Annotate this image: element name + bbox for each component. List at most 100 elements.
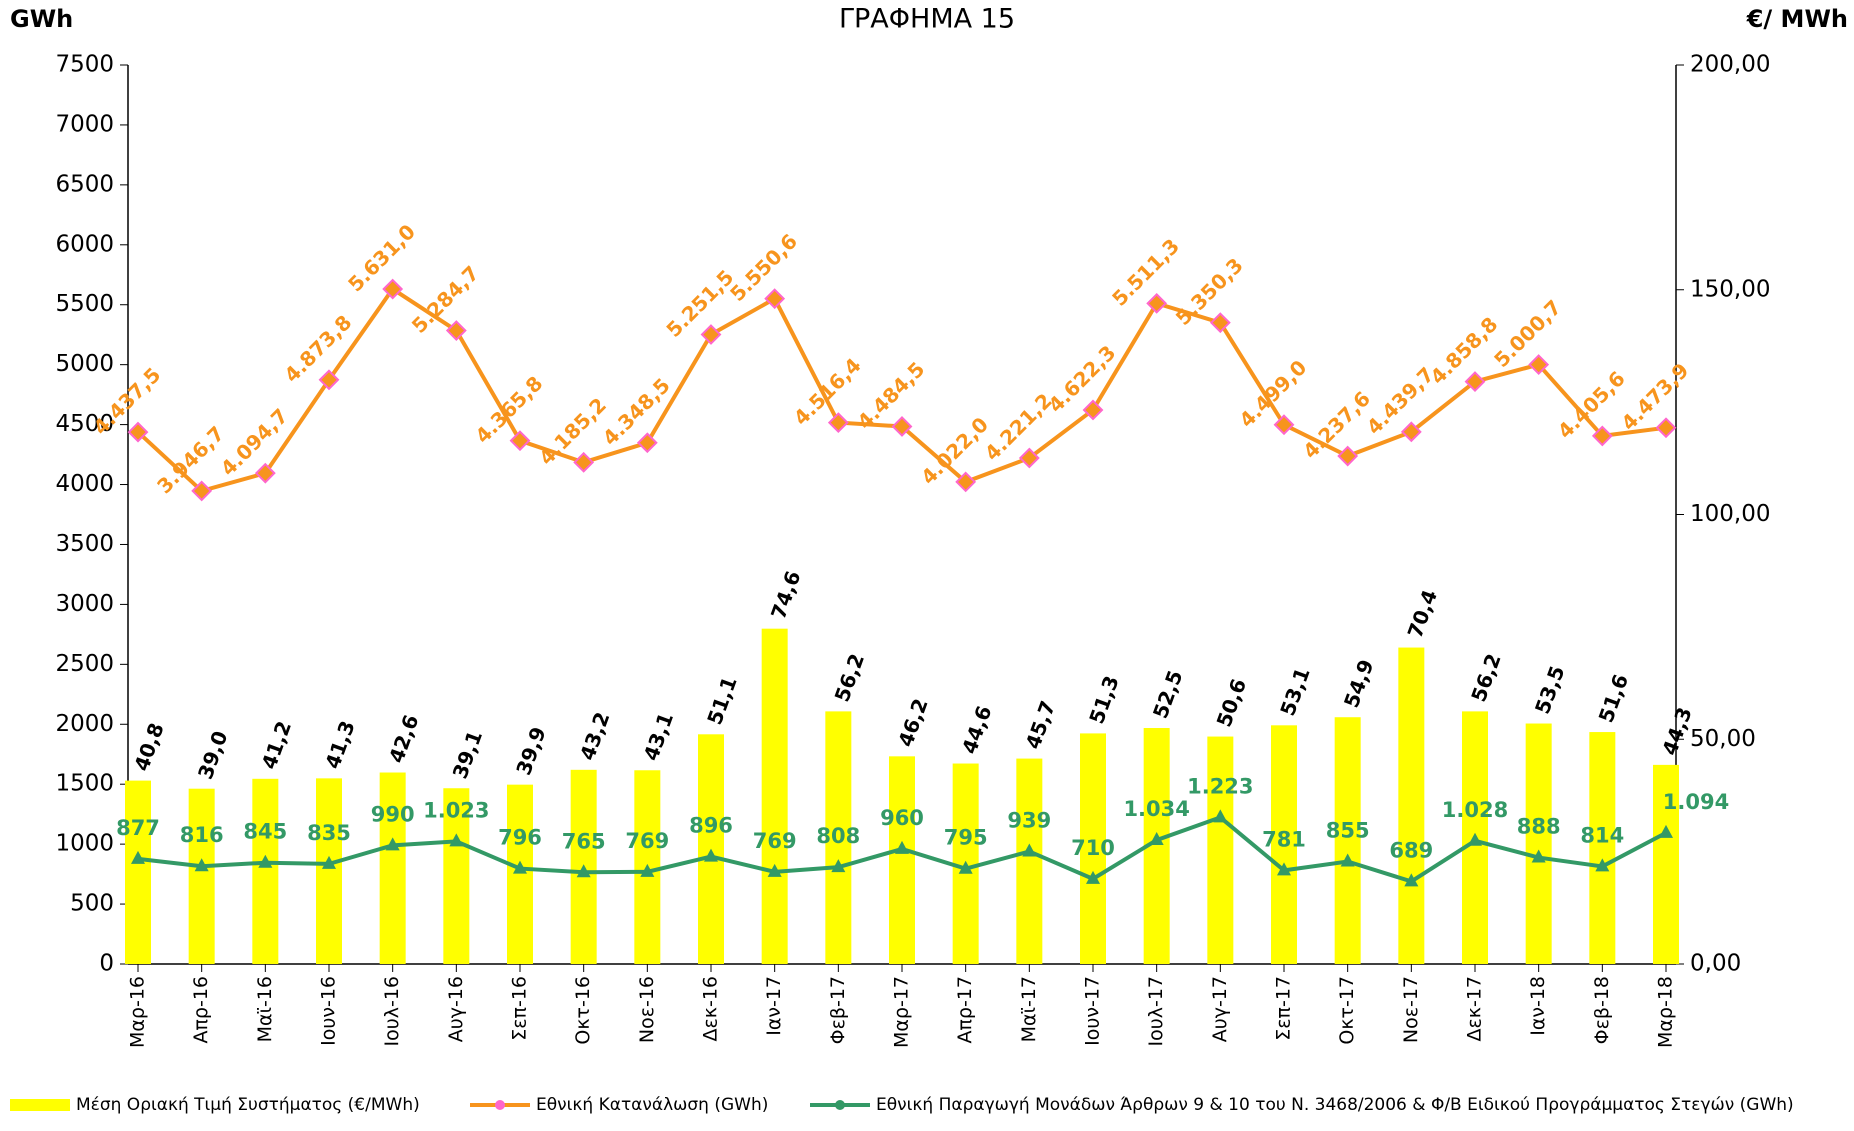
x-tick-label: Νοε-17 <box>1400 976 1422 1043</box>
legend-label: Εθνική Παραγωγή Μονάδων Άρθρων 9 & 10 το… <box>876 1095 1794 1115</box>
x-tick-label: Απρ-17 <box>954 976 976 1044</box>
marker <box>573 451 595 473</box>
marker <box>191 480 213 502</box>
y-tick-label: 2500 <box>55 651 114 677</box>
marker <box>322 855 336 869</box>
y-tick-label: 6000 <box>55 231 114 257</box>
marker <box>509 430 531 452</box>
marker <box>258 854 273 868</box>
point-value-label: 710 <box>1071 836 1115 860</box>
marker <box>513 860 527 874</box>
point-value-label: 796 <box>498 826 542 850</box>
x-tick-label: Φεβ-18 <box>1591 976 1613 1044</box>
marker <box>1531 849 1546 863</box>
marker <box>895 840 909 854</box>
x-tick-label: Αυγ-16 <box>445 976 467 1042</box>
marker <box>1337 445 1359 467</box>
x-tick-label: Ιουλ-17 <box>1145 976 1167 1047</box>
marker <box>385 837 400 851</box>
y2-axis-label: €/ MWh <box>1746 5 1848 33</box>
legend-label: Εθνική Κατανάλωση (GWh) <box>536 1095 768 1115</box>
y-tick-label: 7000 <box>55 111 114 137</box>
marker <box>382 278 404 300</box>
bar <box>316 778 342 964</box>
y-tick-label: 7500 <box>55 52 114 78</box>
bar <box>825 711 852 964</box>
marker <box>1340 853 1355 867</box>
y-tick-label: 5500 <box>55 291 114 317</box>
y-tick-label: 3000 <box>55 591 114 617</box>
marker <box>1659 824 1673 838</box>
marker <box>1022 843 1037 857</box>
marker <box>318 369 340 391</box>
x-tick-label: Μαρ-17 <box>891 976 913 1048</box>
marker <box>1468 832 1482 846</box>
bar <box>507 784 533 964</box>
bar <box>1653 764 1679 964</box>
x-tick-label: Μαϊ-17 <box>1018 976 1040 1042</box>
bar <box>1334 717 1361 964</box>
chart-title: ΓΡΑΦΗΜΑ 15 <box>839 4 1015 35</box>
point-value-label: 888 <box>1517 815 1561 839</box>
marker <box>1464 371 1486 393</box>
point-value-label: 1.023 <box>423 798 489 822</box>
x-tick-label: Σεπ-16 <box>509 976 531 1041</box>
point-value-label: 765 <box>562 829 606 853</box>
point-value-label: 808 <box>816 824 860 848</box>
marker <box>254 462 276 484</box>
x-tick-label: Οκτ-16 <box>572 976 594 1045</box>
y-tick-label: 3500 <box>55 531 114 557</box>
legend-swatch <box>10 1099 70 1111</box>
marker <box>576 864 591 878</box>
marker <box>1400 421 1422 443</box>
y-axis-label: GWh <box>10 5 73 33</box>
marker <box>636 432 658 454</box>
y2-tick-label: 150,00 <box>1690 276 1770 302</box>
bar <box>443 788 470 964</box>
point-value-label: 816 <box>180 823 224 847</box>
x-tick-label: Φεβ-17 <box>827 976 849 1044</box>
marker <box>445 320 467 341</box>
bar <box>252 778 279 964</box>
marker <box>1018 447 1040 469</box>
y2-tick-label: 100,00 <box>1690 501 1770 527</box>
point-value-label: 896 <box>689 814 733 838</box>
x-tick-label: Οκτ-17 <box>1336 976 1358 1045</box>
y2-tick-label: 0,00 <box>1690 951 1741 977</box>
x-tick-label: Νοε-16 <box>636 976 658 1043</box>
y-tick-label: 1500 <box>55 771 114 797</box>
point-value-label: 990 <box>371 802 415 826</box>
point-value-label: 877 <box>116 816 160 840</box>
point-value-label: 795 <box>944 826 988 850</box>
y-tick-label: 4000 <box>55 471 114 497</box>
bar <box>761 628 788 964</box>
x-tick-label: Ιουν-16 <box>318 976 340 1046</box>
bar <box>125 780 151 964</box>
marker <box>827 412 849 434</box>
point-value-label: 781 <box>1262 827 1306 851</box>
marker <box>958 860 973 874</box>
x-tick-label: Δεκ-16 <box>700 976 722 1042</box>
point-value-label: 1.223 <box>1187 774 1253 798</box>
point-value-label: 814 <box>1580 823 1624 847</box>
y-tick-label: 1000 <box>55 831 114 857</box>
marker <box>194 858 209 872</box>
y-tick-label: 500 <box>70 891 114 917</box>
marker <box>764 288 786 310</box>
legend-marker <box>835 1100 845 1110</box>
marker <box>1404 873 1419 887</box>
x-tick-label: Μαρ-18 <box>1655 976 1677 1048</box>
marker <box>1528 354 1550 375</box>
point-value-label: 769 <box>625 829 669 853</box>
x-tick-label: Ιαν-17 <box>763 976 785 1036</box>
x-tick-label: Δεκ-17 <box>1464 976 1486 1042</box>
marker <box>1277 862 1291 876</box>
marker <box>1591 425 1613 447</box>
marker <box>640 863 655 877</box>
marker <box>767 863 782 877</box>
point-value-label: 1.094 <box>1663 790 1729 814</box>
marker <box>1086 870 1100 884</box>
point-value-label: 835 <box>307 821 351 845</box>
x-tick-label: Σεπ-17 <box>1273 976 1295 1041</box>
